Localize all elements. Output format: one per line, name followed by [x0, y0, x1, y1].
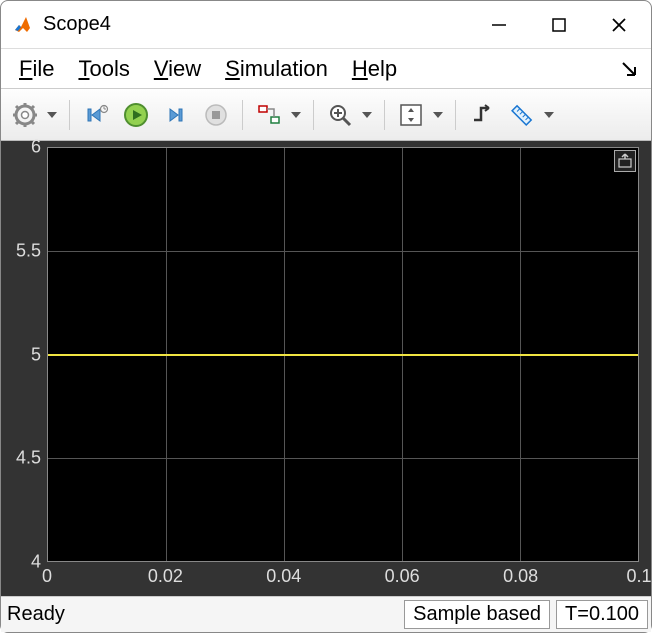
ruler-dropdown-caret[interactable]	[544, 112, 554, 118]
menu-tools-rest: ools	[89, 56, 129, 81]
menu-simulation-rest: imulation	[240, 56, 328, 81]
zoom-in-icon[interactable]	[322, 97, 358, 133]
step-forward-button[interactable]	[158, 97, 194, 133]
toolbar	[1, 89, 651, 141]
toolbar-highlight-group	[251, 97, 305, 133]
statusbar: Ready Sample based T=0.100	[1, 596, 651, 632]
y-tick-label: 6	[31, 137, 41, 158]
toolbar-autoscale-group	[393, 97, 447, 133]
x-tick-label: 0	[42, 566, 52, 587]
window-title: Scope4	[43, 13, 111, 36]
menu-help[interactable]: Help	[340, 52, 409, 86]
status-time: T=0.100	[556, 600, 648, 629]
x-tick-label: 0.08	[503, 566, 538, 587]
menu-help-mnemonic: H	[352, 56, 368, 81]
y-tick-label: 5	[31, 344, 41, 365]
maximize-button[interactable]	[529, 3, 589, 47]
menu-simulation-mnemonic: S	[225, 56, 240, 81]
toolbar-sep-1	[69, 100, 70, 130]
x-tick-label: 0.06	[385, 566, 420, 587]
menu-file-rest: ile	[32, 56, 54, 81]
autoscale-icon[interactable]	[393, 97, 429, 133]
x-tick-label: 0.1	[626, 566, 651, 587]
titlebar: Scope4	[1, 1, 651, 49]
toolbar-sep-3	[313, 100, 314, 130]
status-text: Ready	[1, 597, 401, 632]
expand-icon[interactable]	[614, 150, 636, 172]
menu-file-mnemonic: F	[19, 56, 32, 81]
y-tick-label: 5.5	[16, 240, 41, 261]
x-tick-label: 0.04	[266, 566, 301, 587]
gridline-h	[48, 251, 638, 252]
toolbar-zoom-group	[322, 97, 376, 133]
toolbar-sep-4	[384, 100, 385, 130]
gear-dropdown-caret[interactable]	[47, 112, 57, 118]
status-mode: Sample based	[404, 600, 550, 629]
menubar: File Tools View Simulation Help	[1, 49, 651, 89]
highlight-dropdown-caret[interactable]	[291, 112, 301, 118]
menu-view-rest: iew	[168, 56, 201, 81]
close-button[interactable]	[589, 3, 649, 47]
menu-help-rest: elp	[368, 56, 397, 81]
gear-icon[interactable]	[7, 97, 43, 133]
plot-area[interactable]: 44.555.56 00.020.040.060.080.1	[1, 141, 651, 596]
plot-rect	[47, 147, 639, 562]
y-axis-labels: 44.555.56	[1, 141, 47, 562]
y-tick-label: 4	[31, 552, 41, 573]
menu-simulation[interactable]: Simulation	[213, 52, 340, 86]
x-tick-label: 0.02	[148, 566, 183, 587]
minimize-button[interactable]	[469, 3, 529, 47]
autoscale-dropdown-caret[interactable]	[433, 112, 443, 118]
matlab-icon	[11, 13, 35, 37]
toolbar-measure-group	[504, 97, 558, 133]
toolbar-settings-group	[7, 97, 61, 133]
menu-tools[interactable]: Tools	[66, 52, 141, 86]
menu-file[interactable]: File	[7, 52, 66, 86]
triggers-icon[interactable]	[464, 97, 500, 133]
run-button[interactable]	[118, 97, 154, 133]
gridline-h	[48, 458, 638, 459]
menu-view-mnemonic: V	[154, 56, 168, 81]
x-axis-labels: 00.020.040.060.080.1	[47, 562, 639, 596]
undock-icon[interactable]	[621, 59, 641, 79]
toolbar-sep-5	[455, 100, 456, 130]
zoom-dropdown-caret[interactable]	[362, 112, 372, 118]
axes: 44.555.56 00.020.040.060.080.1	[1, 141, 651, 596]
menu-view[interactable]: View	[142, 52, 213, 86]
ruler-icon[interactable]	[504, 97, 540, 133]
y-tick-label: 4.5	[16, 448, 41, 469]
stop-button[interactable]	[198, 97, 234, 133]
menu-tools-mnemonic: T	[78, 56, 89, 81]
scope-window: Scope4 File Tools View Simulation Help	[0, 0, 652, 633]
toolbar-sep-2	[242, 100, 243, 130]
step-back-button[interactable]	[78, 97, 114, 133]
highlight-signal-icon[interactable]	[251, 97, 287, 133]
signal-line	[48, 354, 638, 356]
